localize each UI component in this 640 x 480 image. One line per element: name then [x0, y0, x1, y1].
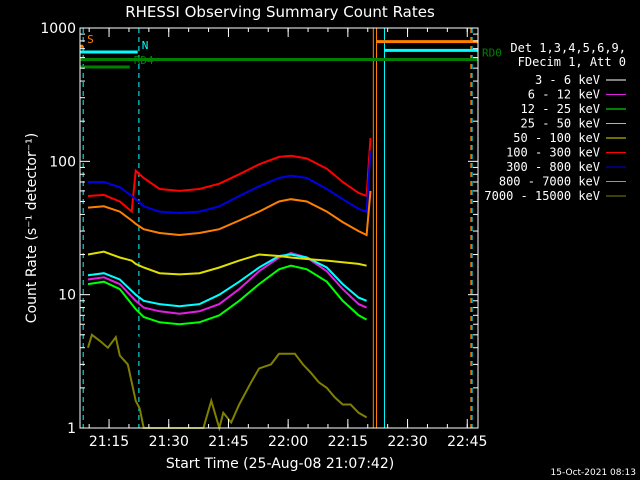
x-tick-label: 21:15	[89, 434, 129, 450]
legend: Det 1,3,4,5,6,9, FDecim 1, Att 0 3 - 6 k…	[484, 41, 626, 203]
legend-label-4: 50 - 100 keV	[513, 131, 600, 145]
series-line-7	[87, 190, 372, 237]
x-tick-label: 22:30	[387, 434, 427, 450]
x-tick-label: 22:45	[447, 434, 487, 450]
axes: 1 10 100 1000 21:15 21:30 21:45 22:00 22:15 22:30…	[40, 21, 487, 450]
series-line-2	[87, 264, 368, 326]
timestamp-footer: 15-Oct-2021 08:13	[551, 468, 636, 478]
x-tick-label: 21:45	[208, 434, 248, 450]
legend-label-1: 6 - 12 keV	[528, 88, 600, 102]
legend-label-7: 800 - 7000 keV	[499, 175, 600, 189]
chart-title: RHESSI Observing Summary Count Rates	[125, 3, 435, 21]
plot-frame	[79, 27, 479, 429]
series-line-4	[87, 250, 367, 276]
y-tick-label: 1	[67, 421, 76, 437]
series-line-8	[87, 333, 368, 432]
series-line-0	[87, 280, 368, 355]
legend-label-5: 100 - 300 keV	[506, 146, 600, 160]
x-tick-label: 21:30	[149, 434, 189, 450]
flag-label-rd4: RD4	[134, 54, 154, 67]
flag-label-rd0: RD0	[482, 47, 502, 60]
x-axis-label: Start Time (25-Aug-08 21:07:42)	[166, 456, 394, 472]
legend-header-line-1: Det 1,3,4,5,6,9,	[510, 41, 626, 55]
x-tick-label: 22:00	[268, 434, 308, 450]
series-line-6	[88, 150, 372, 215]
x-tick-label: 22:15	[328, 434, 368, 450]
y-tick-label: 10	[58, 288, 76, 304]
series-line-5	[87, 137, 372, 214]
series-line-1	[87, 252, 368, 315]
y-tick-label: 1000	[40, 21, 76, 37]
flag-label-s: S	[87, 33, 94, 46]
legend-label-6: 300 - 800 keV	[506, 160, 600, 174]
flag-label-n: N	[142, 39, 149, 52]
legend-label-2: 12 - 25 keV	[521, 102, 600, 116]
y-axis-label: Count Rate (s⁻¹ detector⁻¹)	[24, 133, 40, 323]
series-line-3	[87, 253, 367, 308]
legend-label-0: 3 - 6 keV	[535, 73, 600, 87]
legend-header-line-2: FDecim 1, Att 0	[518, 55, 626, 69]
legend-label-3: 25 - 50 keV	[521, 117, 600, 131]
plot-area: S N RD0 RD4	[80, 28, 502, 432]
legend-label-8: 7000 - 15000 keV	[484, 189, 600, 203]
y-tick-label: 100	[49, 154, 76, 170]
